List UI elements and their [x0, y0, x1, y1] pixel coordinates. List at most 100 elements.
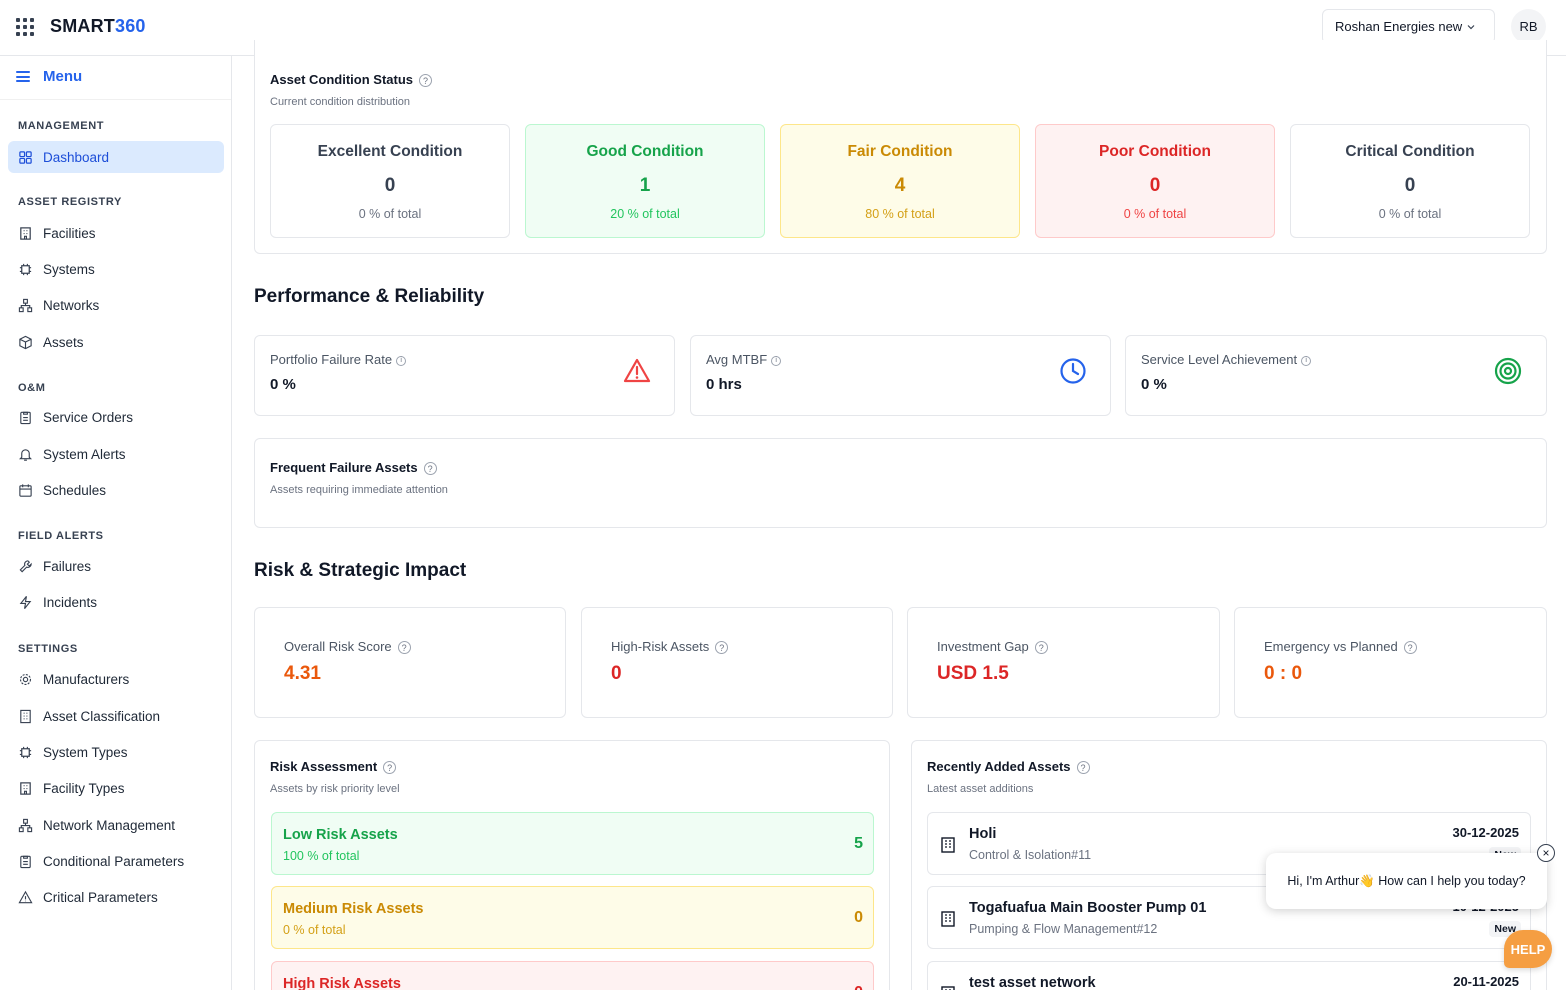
risk-assessment-title-text: Risk Assessment: [270, 759, 378, 774]
sidebar-item-label: Systems: [43, 261, 95, 277]
asset-condition-title: Asset Condition Status?: [270, 72, 433, 88]
risk-row-low[interactable]: Low Risk Assets 100 % of total 5: [271, 812, 874, 875]
asset-condition-subtitle: Current condition distribution: [270, 96, 411, 108]
building-icon: [941, 837, 955, 853]
menu-toggle[interactable]: Menu: [16, 68, 82, 85]
risk-row-value: 0: [854, 984, 863, 990]
help-icon[interactable]: ?: [1403, 641, 1417, 655]
condition-card-excellent: Excellent Condition 0 0 % of total: [270, 124, 510, 238]
help-icon[interactable]: ?: [383, 761, 397, 775]
risk-row-label: High Risk Assets: [283, 976, 401, 990]
sidebar-item-systems[interactable]: Systems: [8, 253, 224, 285]
recent-asset-row[interactable]: test asset network 20-11-2025: [927, 961, 1531, 990]
risk-row-medium[interactable]: Medium Risk Assets 0 % of total 0: [271, 886, 874, 949]
sidebar-item-networks[interactable]: Networks: [8, 289, 224, 321]
recent-assets-title: Recently Added Assets?: [927, 759, 1090, 775]
risk-assessment-title: Risk Assessment?: [270, 759, 397, 775]
asset-name: Holi: [969, 826, 997, 842]
warning-triangle-icon: [623, 358, 651, 383]
kpi-card-service-level: Service Level Achievement i 0 %: [1125, 335, 1547, 416]
help-button[interactable]: HELP: [1504, 930, 1552, 968]
info-icon[interactable]: i: [1301, 355, 1312, 366]
sidebar-item-label: Manufacturers: [43, 671, 130, 687]
sidebar-item-label: Critical Parameters: [43, 889, 158, 905]
chat-bubble[interactable]: Hi, I'm Arthur👋 How can I help you today…: [1266, 853, 1547, 909]
kpi-value: 0 hrs: [706, 376, 742, 393]
logo-accent-text: 360: [115, 16, 146, 36]
risk-row-value: 0: [854, 909, 863, 926]
sidebar-item-critical-parameters[interactable]: Critical Parameters: [8, 881, 224, 913]
asset-name: test asset network: [969, 975, 1096, 990]
condition-value: 4: [894, 175, 906, 196]
app-logo[interactable]: SMART360: [50, 16, 146, 37]
frequent-failure-title: Frequent Failure Assets?: [270, 460, 437, 476]
box-icon: [18, 335, 33, 350]
clock-icon: [1060, 358, 1086, 384]
condition-card-fair: Fair Condition 4 80 % of total: [780, 124, 1020, 238]
condition-value: 0: [1404, 175, 1416, 196]
sidebar-item-network-management[interactable]: Network Management: [8, 809, 224, 841]
help-icon[interactable]: ?: [1076, 761, 1090, 775]
chat-message: Hi, I'm Arthur👋 How can I help you today…: [1287, 873, 1526, 888]
user-avatar[interactable]: RB: [1511, 9, 1546, 44]
menu-divider: [0, 99, 231, 100]
sidebar-item-label: Networks: [43, 297, 100, 313]
kpi-title: Service Level Achievement i: [1141, 352, 1312, 367]
help-icon[interactable]: ?: [419, 74, 433, 88]
sidebar-item-label: System Alerts: [43, 446, 126, 462]
recent-assets-subtitle: Latest asset additions: [927, 783, 1034, 795]
risk-row-percent: 0 % of total: [283, 923, 346, 937]
sidebar-item-label: Conditional Parameters: [43, 853, 185, 869]
menu-label: Menu: [43, 68, 83, 85]
sidebar-item-conditional-parameters[interactable]: Conditional Parameters: [8, 845, 224, 877]
lightning-icon: [18, 595, 33, 610]
sidebar-item-facility-types[interactable]: Facility Types: [8, 772, 224, 804]
info-icon[interactable]: i: [771, 355, 782, 366]
sidebar-item-schedules[interactable]: Schedules: [8, 474, 224, 506]
sidebar-item-dashboard[interactable]: Dashboard: [8, 141, 224, 173]
sidebar-item-label: Network Management: [43, 817, 176, 833]
sidebar-item-service-orders[interactable]: Service Orders: [8, 401, 224, 433]
sidebar-item-system-alerts[interactable]: System Alerts: [8, 438, 224, 470]
sidebar-item-manufacturers[interactable]: Manufacturers: [8, 663, 224, 695]
help-icon[interactable]: ?: [715, 641, 729, 655]
chevron-down-icon: [1467, 24, 1475, 29]
info-icon[interactable]: i: [396, 355, 407, 366]
organization-select[interactable]: Roshan Energies new: [1322, 9, 1495, 44]
asset-name: Togafuafua Main Booster Pump 01: [969, 900, 1207, 916]
asset-category: Control & Isolation#11: [969, 848, 1092, 862]
risk-card-title: Emergency vs Planned?: [1264, 639, 1417, 655]
condition-card-good: Good Condition 1 20 % of total: [525, 124, 765, 238]
condition-label: Fair Condition: [847, 143, 953, 160]
organization-name: Roshan Energies new: [1335, 19, 1463, 34]
wrench-icon: [18, 559, 33, 574]
kpi-card-failure-rate: Portfolio Failure Rate i 0 %: [254, 335, 675, 416]
calendar-icon: [18, 483, 33, 498]
sidebar-item-incidents[interactable]: Incidents: [8, 586, 224, 618]
sidebar-item-failures[interactable]: Failures: [8, 550, 224, 582]
section-title-settings: SETTINGS: [18, 643, 78, 655]
sidebar-item-label: Incidents: [43, 594, 98, 610]
help-icon[interactable]: ?: [1034, 641, 1048, 655]
kpi-label: Portfolio Failure Rate: [270, 352, 393, 367]
condition-value: 1: [639, 175, 651, 196]
close-icon[interactable]: ×: [1537, 844, 1555, 862]
condition-card-critical: Critical Condition 0 0 % of total: [1290, 124, 1530, 238]
sidebar-item-label: Dashboard: [43, 149, 110, 165]
logo-text: SMART: [50, 16, 115, 36]
help-icon[interactable]: ?: [397, 641, 411, 655]
sidebar-item-assets[interactable]: Assets: [8, 326, 224, 358]
risk-row-high[interactable]: High Risk Assets 0: [271, 961, 874, 990]
condition-card-poor: Poor Condition 0 0 % of total: [1035, 124, 1275, 238]
apps-grid-icon[interactable]: [16, 18, 34, 36]
sidebar-item-system-types[interactable]: System Types: [8, 736, 224, 768]
risk-card-value: 4.31: [284, 663, 321, 684]
sidebar-item-asset-classification[interactable]: Asset Classification: [8, 700, 224, 732]
risk-card-overall-score: Overall Risk Score? 4.31: [254, 607, 566, 718]
help-icon[interactable]: ?: [423, 462, 437, 476]
risk-card-title: High-Risk Assets?: [611, 639, 729, 655]
condition-percent: 0 % of total: [1378, 207, 1442, 221]
kpi-label: Service Level Achievement: [1141, 352, 1298, 367]
sidebar-item-facilities[interactable]: Facilities: [8, 217, 224, 249]
risk-card-label: Emergency vs Planned: [1264, 639, 1398, 654]
